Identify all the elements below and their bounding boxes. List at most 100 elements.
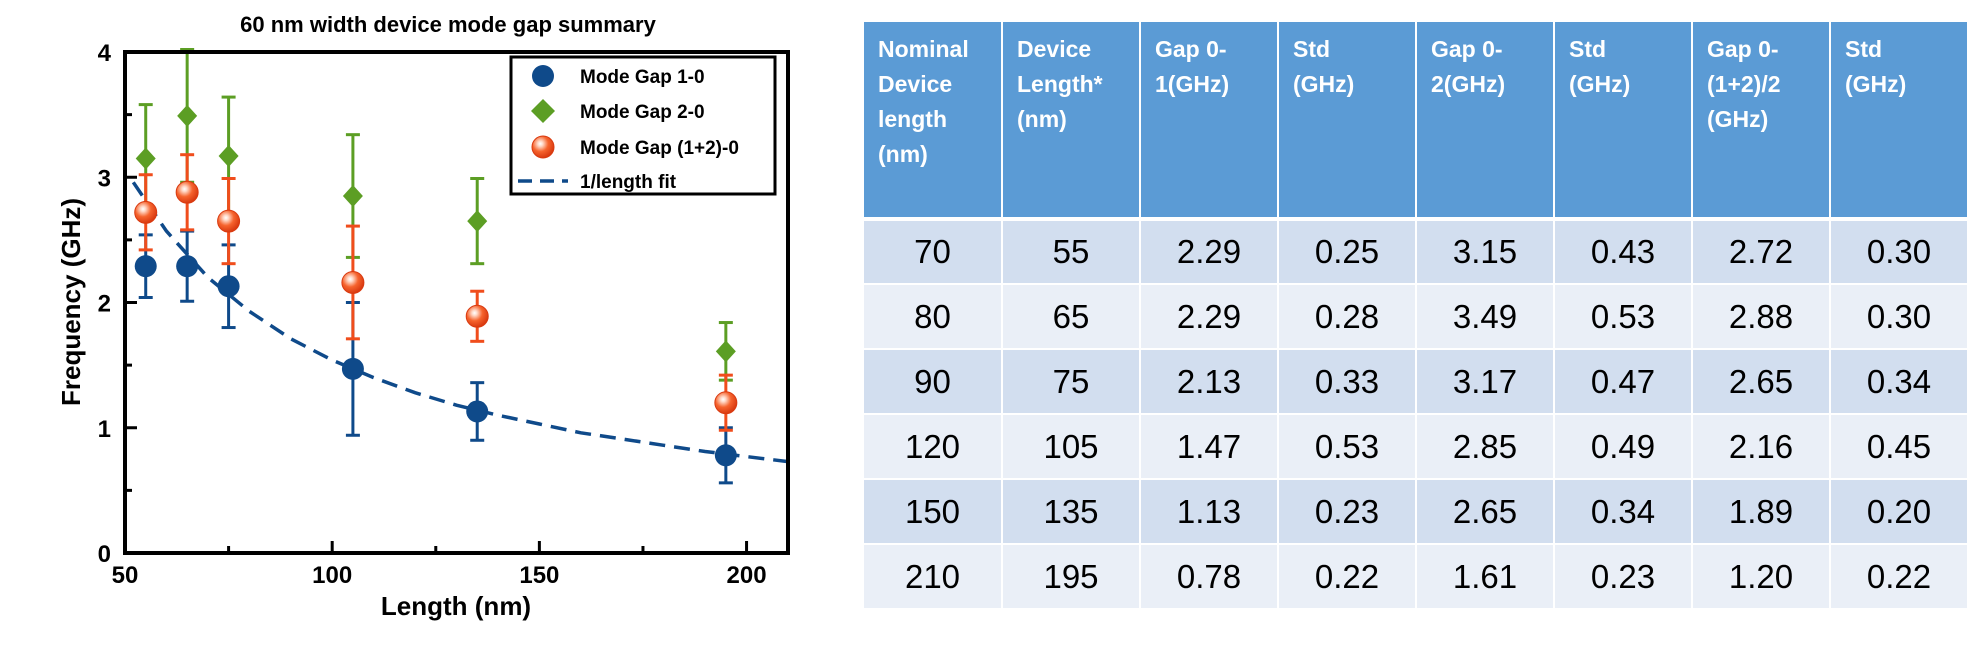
table-header-row: Nominal Device length (nm) Device Length* (nm)… [864,22,1968,221]
x-axis-label: Length (nm) [381,591,531,621]
table-body: 70 55 2.29 0.25 3.15 0.43 2.72 0.30 80 65 2.29 0.28… [864,219,1968,610]
table-cell: 210 [864,544,1003,610]
table-cell: 0.23 [1554,544,1693,610]
table-cell: 0.25 [1278,219,1417,285]
data-point-mode-gap-1-0 [134,255,157,278]
y-axis-label: Frequency (GHz) [56,198,86,406]
table-cell: 0.20 [1830,479,1968,545]
table-cell: 0.22 [1278,544,1417,610]
table-cell: 1.20 [1692,544,1831,610]
legend-label-mode-gap-2-0: Mode Gap 2-0 [580,102,705,123]
table-cell: 0.34 [1554,479,1693,545]
table-row: 80 65 2.29 0.28 3.49 0.53 2.88 0.30 [864,284,1968,350]
table-header-text: 1(GHz) [1155,71,1230,97]
table-cell: 150 [864,479,1003,545]
data-point-mode-gap-combined [175,180,199,204]
table-header-text: Device [878,71,953,97]
table-cell: 0.34 [1830,349,1968,415]
table-cell: 1.13 [1140,479,1279,545]
table-header-text: (1+2)/2 [1707,71,1781,97]
table-row: 150 135 1.13 0.23 2.65 0.34 1.89 0.20 [864,479,1968,545]
table-header-cell: Nominal Device length (nm) [864,22,1003,221]
table-row: 90 75 2.13 0.33 3.17 0.47 2.65 0.34 [864,349,1968,415]
x-axis: 50 100 150 200 [112,541,767,589]
table-cell: 90 [864,349,1003,415]
table-cell: 3.17 [1416,349,1555,415]
table-header-text: (GHz) [1707,106,1769,132]
table-header-text: Std [1845,36,1883,62]
table-header-text: (nm) [878,141,928,167]
x-tick-label: 50 [112,562,139,589]
table-cell: 70 [864,219,1003,285]
table-cell: 1.89 [1692,479,1831,545]
fit-line-1-over-length [131,181,789,464]
data-point-mode-gap-combined [217,209,241,233]
table-cell: 2.72 [1692,219,1831,285]
table-header-text: Nominal [878,36,969,62]
table-cell: 2.85 [1416,414,1555,480]
y-tick-label: 0 [98,541,111,568]
table-cell: 0.43 [1554,219,1693,285]
data-point-mode-gap-combined [714,391,738,415]
data-point-mode-gap-2-0 [467,210,488,233]
y-tick-label: 1 [98,416,111,443]
table-cell: 0.47 [1554,349,1693,415]
legend-marker-mode-gap-1-0 [532,65,554,87]
data-point-mode-gap-1-0 [176,255,199,278]
data-point-mode-gap-combined [465,304,489,328]
table-cell: 0.53 [1278,414,1417,480]
legend-label-mode-gap-combined: Mode Gap (1+2)-0 [580,138,739,159]
table-header-cell: Std (GHz) [1554,22,1693,221]
table-cell: 1.47 [1140,414,1279,480]
table-row: 120 105 1.47 0.53 2.85 0.49 2.16 0.45 [864,414,1968,480]
table-header-text: Gap 0- [1155,36,1227,62]
table-cell: 0.45 [1830,414,1968,480]
table-header-text: Gap 0- [1707,36,1779,62]
data-point-mode-gap-2-0 [715,340,736,363]
table-cell: 0.22 [1830,544,1968,610]
table-cell: 135 [1002,479,1141,545]
table-header-cell: Gap 0- 1(GHz) [1140,22,1279,221]
x-tick-label: 100 [312,562,352,589]
table-cell: 120 [864,414,1003,480]
chart-title: 60 nm width device mode gap summary [240,12,656,37]
table-header-text: (GHz) [1845,71,1907,97]
table-cell: 2.65 [1416,479,1555,545]
data-point-mode-gap-combined [134,200,158,224]
data-point-mode-gap-2-0 [135,147,156,170]
table-cell: 105 [1002,414,1141,480]
table-row: 210 195 0.78 0.22 1.61 0.23 1.20 0.22 [864,544,1968,610]
mode-gap-table: Nominal Device length (nm) Device Length* (nm)… [864,22,1968,610]
table-cell: 0.30 [1830,219,1968,285]
table-cell: 80 [864,284,1003,350]
table-header-text: (nm) [1017,106,1067,132]
y-axis: 0 1 2 3 4 [98,40,137,568]
y-tick-label: 3 [98,165,111,192]
table-header-text: Length* [1017,71,1103,97]
plot-area [131,47,789,485]
table-cell: 75 [1002,349,1141,415]
table-cell: 195 [1002,544,1141,610]
data-point-mode-gap-1-0 [714,444,737,467]
mode-gap-chart: 60 nm width device mode gap summary 50 10… [56,12,790,621]
table-cell: 0.28 [1278,284,1417,350]
legend-label-mode-gap-1-0: Mode Gap 1-0 [580,67,705,88]
table-header-cell: Std (GHz) [1278,22,1417,221]
table-header-text: 2(GHz) [1431,71,1506,97]
table-cell: 0.23 [1278,479,1417,545]
data-point-mode-gap-1-0 [341,357,364,380]
x-tick-label: 150 [519,562,559,589]
table-header-cell: Std (GHz) [1830,22,1968,221]
legend-label-fit-line: 1/length fit [580,172,677,193]
table-cell: 3.15 [1416,219,1555,285]
table-header-text: (GHz) [1293,71,1355,97]
table-cell: 2.29 [1140,284,1279,350]
table-cell: 2.13 [1140,349,1279,415]
data-point-mode-gap-2-0 [218,144,239,167]
legend-marker-mode-gap-2-0 [531,99,555,123]
table-header-text: Std [1569,36,1607,62]
data-point-mode-gap-2-0 [342,185,363,208]
table-header-cell: Gap 0- 2(GHz) [1416,22,1555,221]
table-cell: 0.33 [1278,349,1417,415]
table-header-cell: Device Length* (nm) [1002,22,1141,221]
